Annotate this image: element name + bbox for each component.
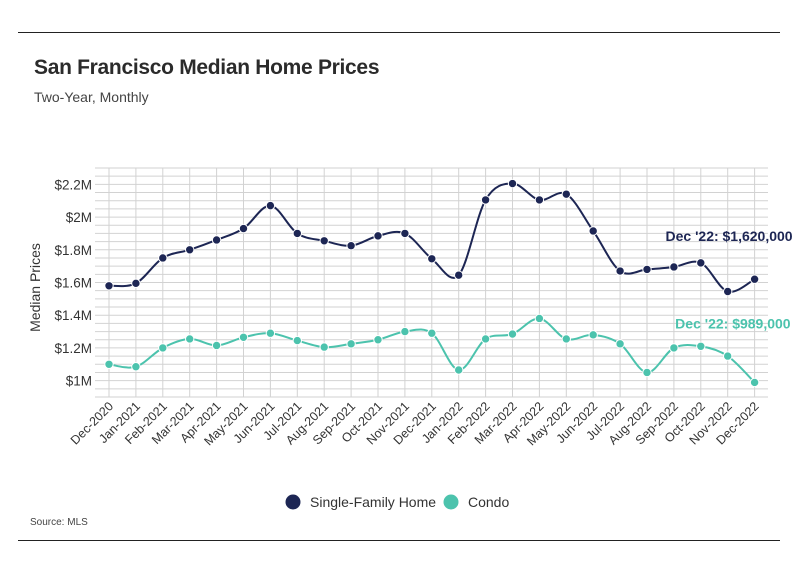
- single-family-home-point: [319, 236, 329, 246]
- condo-point: [265, 328, 276, 338]
- condo-point: [749, 377, 760, 388]
- condo-point: [561, 334, 571, 344]
- single-family-home-point: [373, 231, 383, 241]
- condo-point: [185, 334, 195, 344]
- legend-marker: [285, 494, 301, 510]
- single-family-home-point: [507, 178, 518, 189]
- single-family-home-point: [185, 245, 195, 255]
- condo-point: [319, 342, 329, 352]
- single-family-home-point: [561, 189, 571, 199]
- single-family-home-point: [292, 228, 302, 239]
- y-tick-label: $1.2M: [54, 341, 92, 356]
- condo-point: [346, 339, 356, 349]
- condo-point: [507, 329, 518, 339]
- top-rule: [18, 32, 780, 33]
- single-family-home-point: [131, 278, 141, 289]
- single-family-home-point: [534, 195, 545, 205]
- condo-point: [238, 332, 249, 342]
- single-family-home-point: [669, 262, 679, 272]
- y-tick-label: $1.6M: [54, 276, 92, 291]
- single-family-home-point: [696, 258, 706, 268]
- condo-point: [373, 335, 383, 345]
- condo-point: [723, 351, 733, 361]
- bottom-rule: [18, 540, 780, 541]
- condo-point: [104, 359, 114, 369]
- condo-point: [454, 365, 464, 375]
- chart-subtitle: Two-Year, Monthly: [34, 89, 149, 105]
- condo-point: [642, 367, 652, 378]
- condo-point: [615, 339, 625, 349]
- y-tick-label: $1.4M: [54, 308, 92, 323]
- legend-label: Condo: [468, 494, 509, 510]
- annotation-label: Dec '22: $989,000: [675, 315, 791, 331]
- y-tick-label: $2M: [66, 210, 92, 225]
- y-tick-label: $1.8M: [54, 243, 92, 258]
- condo-point: [480, 334, 491, 344]
- source-note: Source: MLS: [30, 517, 88, 528]
- single-family-home-point: [104, 281, 114, 291]
- condo-point: [158, 343, 168, 353]
- condo-point: [588, 330, 598, 340]
- chart-title: San Francisco Median Home Prices: [34, 56, 380, 79]
- single-family-home-point: [211, 235, 222, 245]
- single-family-home-point: [454, 270, 464, 280]
- single-family-home-point: [400, 228, 410, 239]
- y-tick-label: $1M: [66, 374, 92, 389]
- single-family-home-point: [427, 254, 437, 264]
- condo-point: [211, 340, 222, 351]
- condo-point: [400, 326, 410, 337]
- condo-point: [427, 328, 437, 338]
- legend-marker: [443, 494, 459, 510]
- single-family-home-point: [480, 195, 491, 205]
- legend-label: Single-Family Home: [310, 494, 436, 510]
- single-family-home-point: [642, 264, 652, 275]
- single-family-home-point: [238, 223, 249, 234]
- single-family-home-point: [346, 240, 356, 251]
- single-family-home-point: [158, 253, 168, 263]
- single-family-home-point: [265, 200, 276, 211]
- condo-point: [292, 335, 302, 346]
- single-family-home-point: [749, 274, 760, 284]
- y-tick-label: $2.2M: [54, 177, 92, 192]
- condo-point: [696, 341, 706, 351]
- condo-point: [534, 313, 545, 324]
- y-axis-label: Median Prices: [27, 243, 43, 332]
- single-family-home-point: [615, 266, 625, 276]
- single-family-home-point: [588, 226, 598, 236]
- annotation-label: Dec '22: $1,620,000: [666, 228, 793, 244]
- condo-point: [669, 343, 679, 353]
- single-family-home-point: [723, 286, 733, 297]
- condo-point: [131, 362, 141, 372]
